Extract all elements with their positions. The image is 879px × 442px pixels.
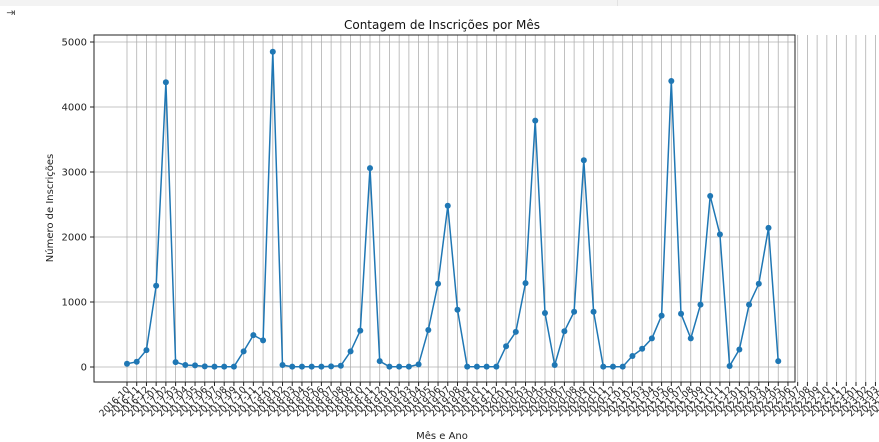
data-point (405, 363, 412, 370)
data-point (444, 202, 451, 209)
data-point (532, 117, 539, 124)
y-tick-label: 0 (81, 363, 87, 374)
data-point (386, 363, 393, 370)
data-point (678, 310, 685, 317)
data-point (153, 282, 160, 289)
output-toggle-icon[interactable]: ⇥ (4, 6, 18, 28)
data-point (454, 306, 461, 313)
data-point (687, 335, 694, 342)
data-point (571, 308, 578, 315)
data-point (240, 348, 247, 355)
data-point (279, 362, 286, 369)
data-point (648, 335, 655, 342)
data-point (425, 326, 432, 333)
data-point (250, 332, 257, 339)
y-axis-label: Número de Inscrições (44, 154, 56, 262)
data-point (522, 280, 529, 287)
data-point (697, 301, 704, 308)
output-toggle-icon-arrow: ⇥ (6, 6, 16, 19)
y-tick-label: 1000 (62, 298, 87, 309)
data-point (230, 363, 237, 370)
data-point (347, 348, 354, 355)
data-point (503, 343, 510, 350)
data-point (143, 347, 150, 354)
data-point (289, 363, 296, 370)
chart-title: Contagem de Inscrições por Mês (344, 18, 540, 32)
data-point (328, 363, 335, 370)
data-point (464, 363, 471, 370)
notebook-toolbar-strip (0, 0, 879, 6)
data-point (473, 363, 480, 370)
data-point (610, 363, 616, 370)
data-point (415, 361, 422, 368)
data-point (221, 363, 228, 370)
data-markers (124, 48, 782, 370)
data-point (211, 363, 218, 370)
y-tick-label: 2000 (62, 233, 87, 244)
data-point (172, 359, 179, 366)
data-point (396, 363, 403, 370)
data-point (716, 231, 723, 238)
data-point (483, 363, 490, 370)
data-point (367, 165, 373, 172)
data-point (639, 345, 646, 352)
data-point (668, 78, 675, 84)
data-point (376, 358, 383, 365)
data-point (512, 328, 519, 335)
data-point (746, 301, 753, 308)
data-point (775, 358, 782, 365)
data-point (755, 280, 762, 287)
y-tick-label: 5000 (62, 38, 87, 49)
data-point (726, 363, 733, 370)
data-point (133, 358, 140, 365)
data-point (765, 224, 772, 231)
x-axis: 2016-102016-112016-122017-012017-022017-… (97, 382, 879, 419)
data-point (493, 363, 500, 370)
y-tick-label: 4000 (62, 103, 87, 114)
toolbar-divider (617, 0, 618, 6)
gridlines (94, 35, 876, 382)
data-point (736, 346, 743, 353)
plot-frame (93, 34, 796, 383)
data-point (551, 362, 558, 369)
data-point (600, 363, 607, 370)
data-point (590, 308, 597, 315)
data-point (192, 362, 199, 369)
y-axis: 0 1000 2000 3000 4000 5000 (62, 38, 94, 374)
series-line (126, 51, 779, 369)
data-point (308, 363, 315, 370)
data-point (357, 327, 364, 334)
data-point (124, 360, 130, 367)
data-point (658, 312, 665, 319)
data-point (269, 48, 276, 55)
data-point (435, 280, 442, 287)
data-point (260, 337, 267, 344)
data-point (561, 328, 568, 335)
data-point (580, 157, 587, 164)
x-axis-label: Mês e Ano (416, 430, 468, 442)
data-point (337, 362, 344, 369)
data-point (318, 363, 325, 370)
data-point (541, 310, 548, 317)
y-tick-label: 3000 (62, 168, 87, 179)
data-point (182, 362, 189, 369)
data-point (162, 79, 169, 86)
data-point (619, 363, 626, 370)
data-point (707, 193, 714, 200)
data-point (298, 363, 305, 370)
data-point (201, 363, 208, 370)
data-point (629, 352, 636, 359)
